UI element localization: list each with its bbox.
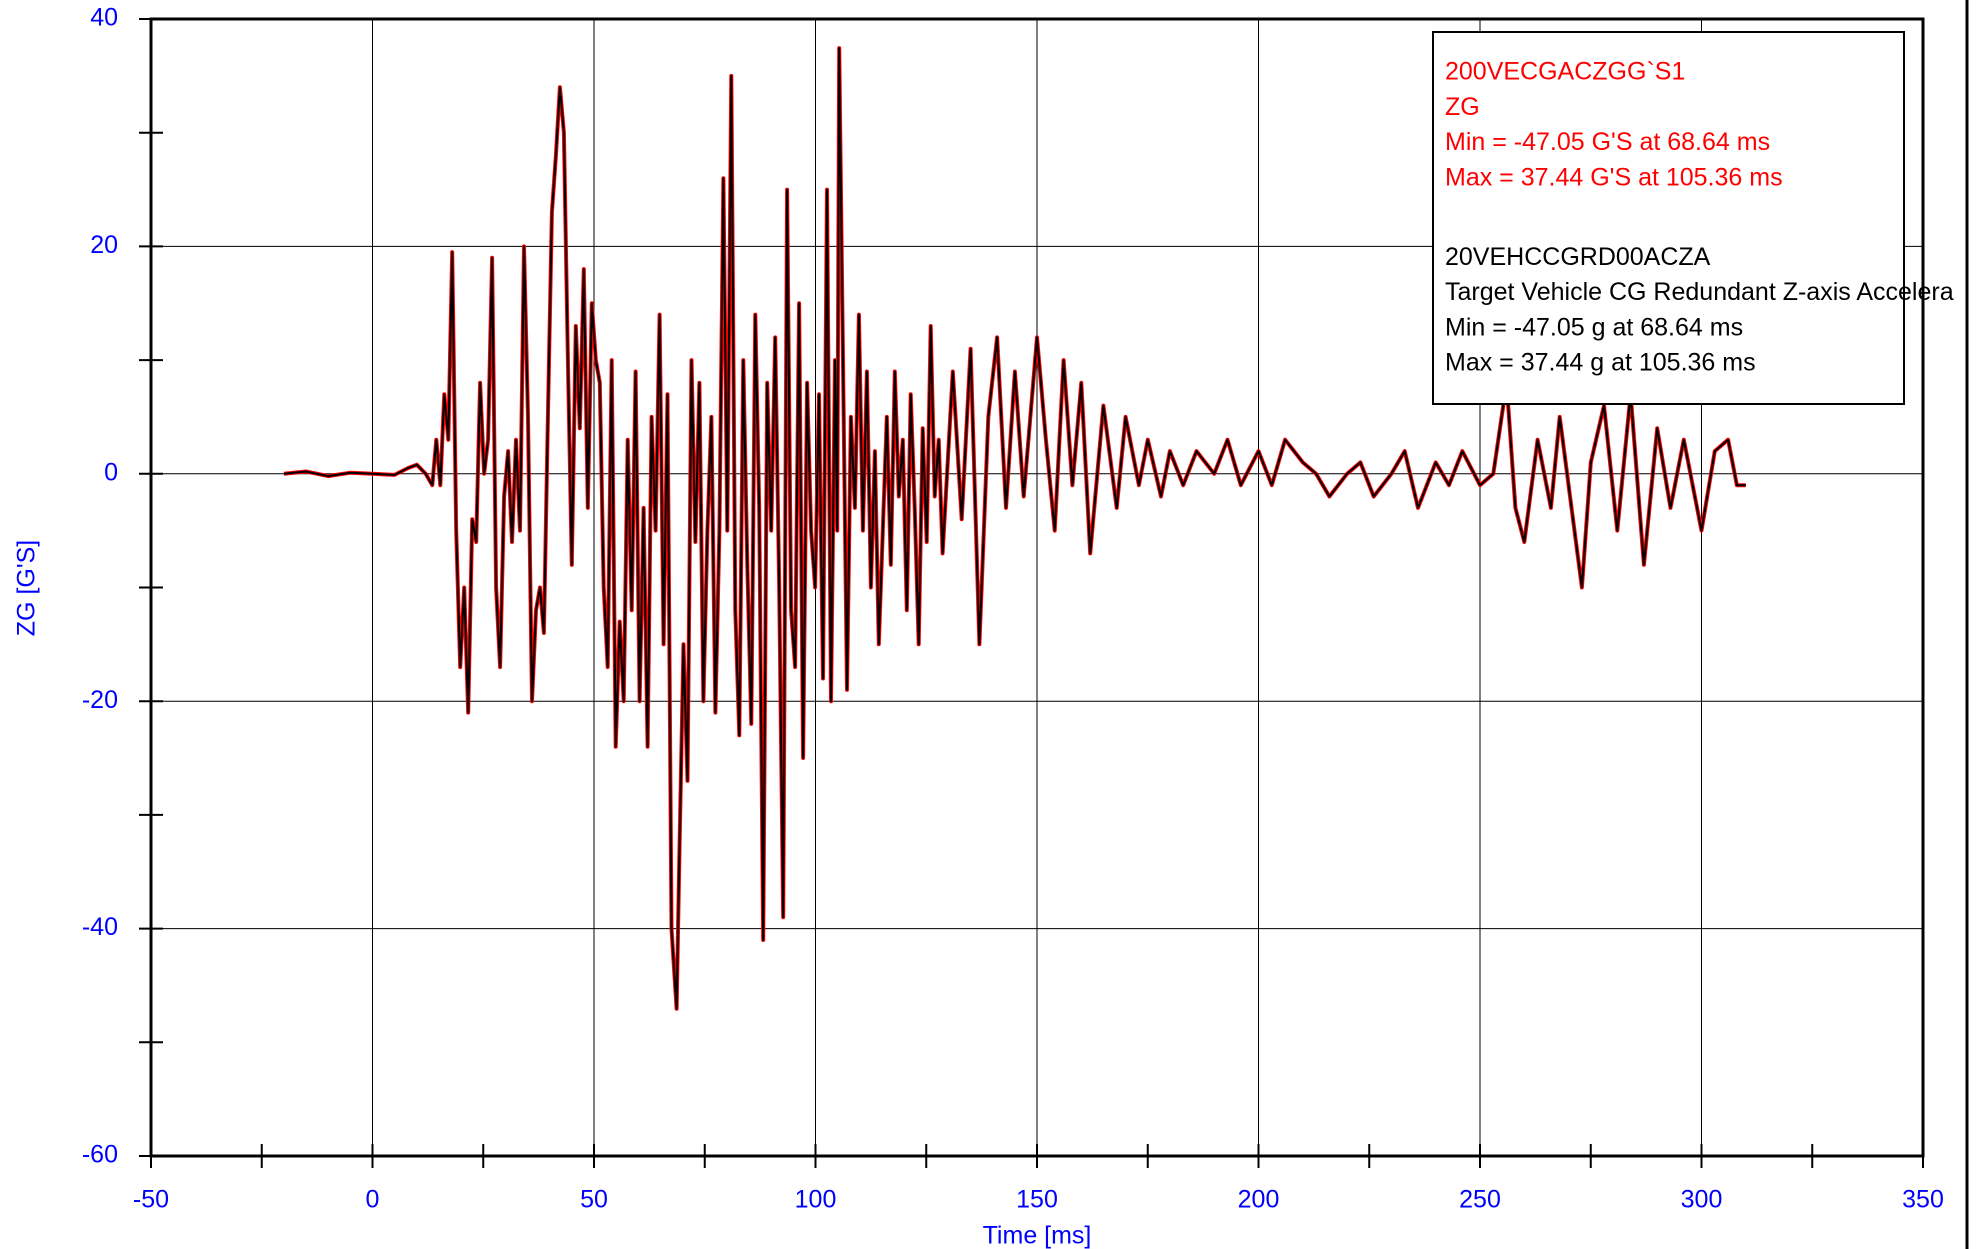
x-tick-label: -50 (133, 1186, 169, 1214)
plot-frame (149, 17, 1925, 1158)
legend-text: 200VECGACZGG`S1 (1445, 58, 1685, 86)
x-tick-label: 0 (366, 1186, 380, 1214)
x-tick-label: 200 (1238, 1186, 1280, 1214)
y-tick-label: 0 (104, 458, 118, 486)
y-axis-label: ZG [G'S] (13, 540, 41, 636)
y-tick-label: -40 (82, 913, 118, 941)
y-tick-label: -20 (82, 686, 118, 714)
x-tick-label: 50 (580, 1186, 608, 1214)
legend-text: Min = -47.05 g at 68.64 ms (1445, 313, 1743, 341)
x-tick-label: 150 (1016, 1186, 1058, 1214)
legend-text: 20VEHCCGRD00ACZA (1445, 243, 1711, 271)
x-tick-label: 250 (1459, 1186, 1501, 1214)
data-line (283, 47, 1746, 1010)
legend-text: Min = -47.05 G'S at 68.64 ms (1445, 128, 1770, 156)
y-tick-label: 40 (90, 4, 118, 32)
legend-text: ZG (1445, 93, 1480, 121)
legend-box (1432, 31, 1905, 405)
x-tick-label: 300 (1681, 1186, 1723, 1214)
y-tick-label: -60 (82, 1141, 118, 1169)
legend-text: Target Vehicle CG Redundant Z-axis Accel… (1445, 278, 1954, 306)
x-axis-label: Time [ms] (983, 1222, 1092, 1249)
x-tick-label: 350 (1902, 1186, 1944, 1214)
legend-text: Max = 37.44 G'S at 105.36 ms (1445, 164, 1783, 192)
legend-text: Max = 37.44 g at 105.36 ms (1445, 349, 1756, 377)
y-tick-label: 20 (90, 231, 118, 259)
x-tick-label: 100 (795, 1186, 837, 1214)
